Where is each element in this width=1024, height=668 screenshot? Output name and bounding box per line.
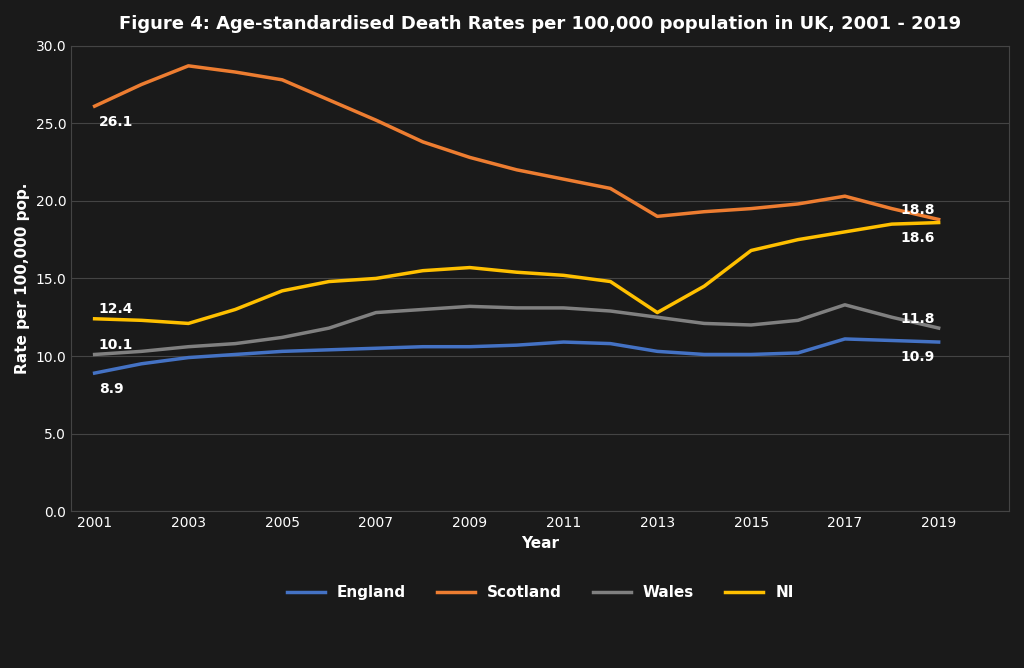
Scotland <box>839 192 851 200</box>
Line: NI: NI <box>94 222 939 323</box>
England <box>135 360 147 368</box>
Line: England: England <box>94 339 939 373</box>
Wales <box>135 347 147 355</box>
NI <box>557 271 569 279</box>
Scotland <box>417 138 429 146</box>
NI <box>839 228 851 236</box>
Line: Scotland: Scotland <box>94 66 939 220</box>
Scotland <box>464 154 476 162</box>
NI <box>229 305 242 313</box>
Scotland <box>557 175 569 183</box>
Wales <box>792 317 804 325</box>
Text: 8.9: 8.9 <box>98 381 124 395</box>
Line: Wales: Wales <box>94 305 939 355</box>
NI <box>182 319 195 327</box>
Scotland <box>511 166 523 174</box>
England <box>229 351 242 359</box>
Scotland <box>370 116 382 124</box>
Text: 18.6: 18.6 <box>900 231 935 245</box>
England <box>370 344 382 352</box>
Y-axis label: Rate per 100,000 pop.: Rate per 100,000 pop. <box>15 183 30 374</box>
NI <box>370 275 382 283</box>
England <box>792 349 804 357</box>
NI <box>792 236 804 244</box>
Scotland <box>792 200 804 208</box>
England <box>839 335 851 343</box>
NI <box>88 315 100 323</box>
Text: 12.4: 12.4 <box>98 302 133 316</box>
Scotland <box>135 80 147 88</box>
Wales <box>511 304 523 312</box>
NI <box>604 277 616 285</box>
NI <box>886 220 898 228</box>
England <box>744 351 757 359</box>
NI <box>744 246 757 255</box>
Wales <box>323 324 335 332</box>
England <box>604 339 616 347</box>
Scotland <box>229 68 242 76</box>
NI <box>651 309 664 317</box>
Scotland <box>698 208 711 216</box>
NI <box>933 218 945 226</box>
Scotland <box>323 96 335 104</box>
Wales <box>557 304 569 312</box>
Text: 10.9: 10.9 <box>900 351 935 365</box>
NI <box>464 264 476 272</box>
Wales <box>744 321 757 329</box>
England <box>511 341 523 349</box>
Scotland <box>744 204 757 212</box>
Wales <box>464 303 476 311</box>
NI <box>698 282 711 290</box>
Scotland <box>276 75 289 84</box>
Scotland <box>88 102 100 110</box>
Wales <box>229 339 242 347</box>
England <box>276 347 289 355</box>
Wales <box>604 307 616 315</box>
Wales <box>839 301 851 309</box>
NI <box>323 277 335 285</box>
Scotland <box>886 204 898 212</box>
Wales <box>276 333 289 341</box>
Legend: England, Scotland, Wales, NI: England, Scotland, Wales, NI <box>281 579 800 607</box>
England <box>886 337 898 345</box>
England <box>557 338 569 346</box>
X-axis label: Year: Year <box>521 536 559 550</box>
Text: 26.1: 26.1 <box>98 115 133 129</box>
Scotland <box>604 184 616 192</box>
Wales <box>370 309 382 317</box>
England <box>464 343 476 351</box>
Wales <box>651 313 664 321</box>
England <box>933 338 945 346</box>
Wales <box>88 351 100 359</box>
Wales <box>182 343 195 351</box>
NI <box>511 269 523 277</box>
Text: 18.8: 18.8 <box>900 203 935 217</box>
England <box>698 351 711 359</box>
Wales <box>417 305 429 313</box>
Scotland <box>651 212 664 220</box>
Wales <box>886 313 898 321</box>
England <box>323 346 335 354</box>
Scotland <box>933 216 945 224</box>
NI <box>135 317 147 325</box>
Wales <box>698 319 711 327</box>
NI <box>276 287 289 295</box>
Wales <box>933 324 945 332</box>
Title: Figure 4: Age-standardised Death Rates per 100,000 population in UK, 2001 - 2019: Figure 4: Age-standardised Death Rates p… <box>119 15 962 33</box>
NI <box>417 267 429 275</box>
England <box>651 347 664 355</box>
Scotland <box>182 62 195 70</box>
Text: 11.8: 11.8 <box>900 311 935 325</box>
England <box>88 369 100 377</box>
England <box>182 353 195 361</box>
England <box>417 343 429 351</box>
Text: 10.1: 10.1 <box>98 338 133 352</box>
